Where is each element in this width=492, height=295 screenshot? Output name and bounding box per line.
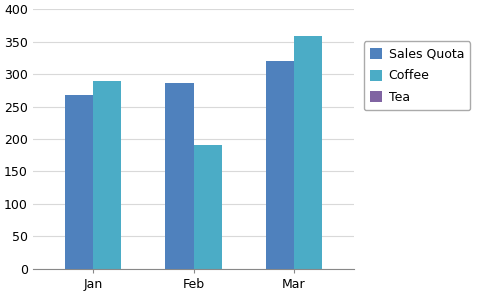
Bar [93, 81, 121, 269]
Legend: Sales Quota, Coffee, Tea: Sales Quota, Coffee, Tea [364, 41, 470, 110]
Bar [294, 36, 322, 269]
Bar [266, 61, 294, 269]
Bar [165, 83, 193, 269]
Bar [165, 204, 193, 269]
Bar [65, 95, 93, 269]
Bar [193, 145, 222, 269]
Bar [266, 155, 294, 269]
Bar [65, 171, 93, 269]
